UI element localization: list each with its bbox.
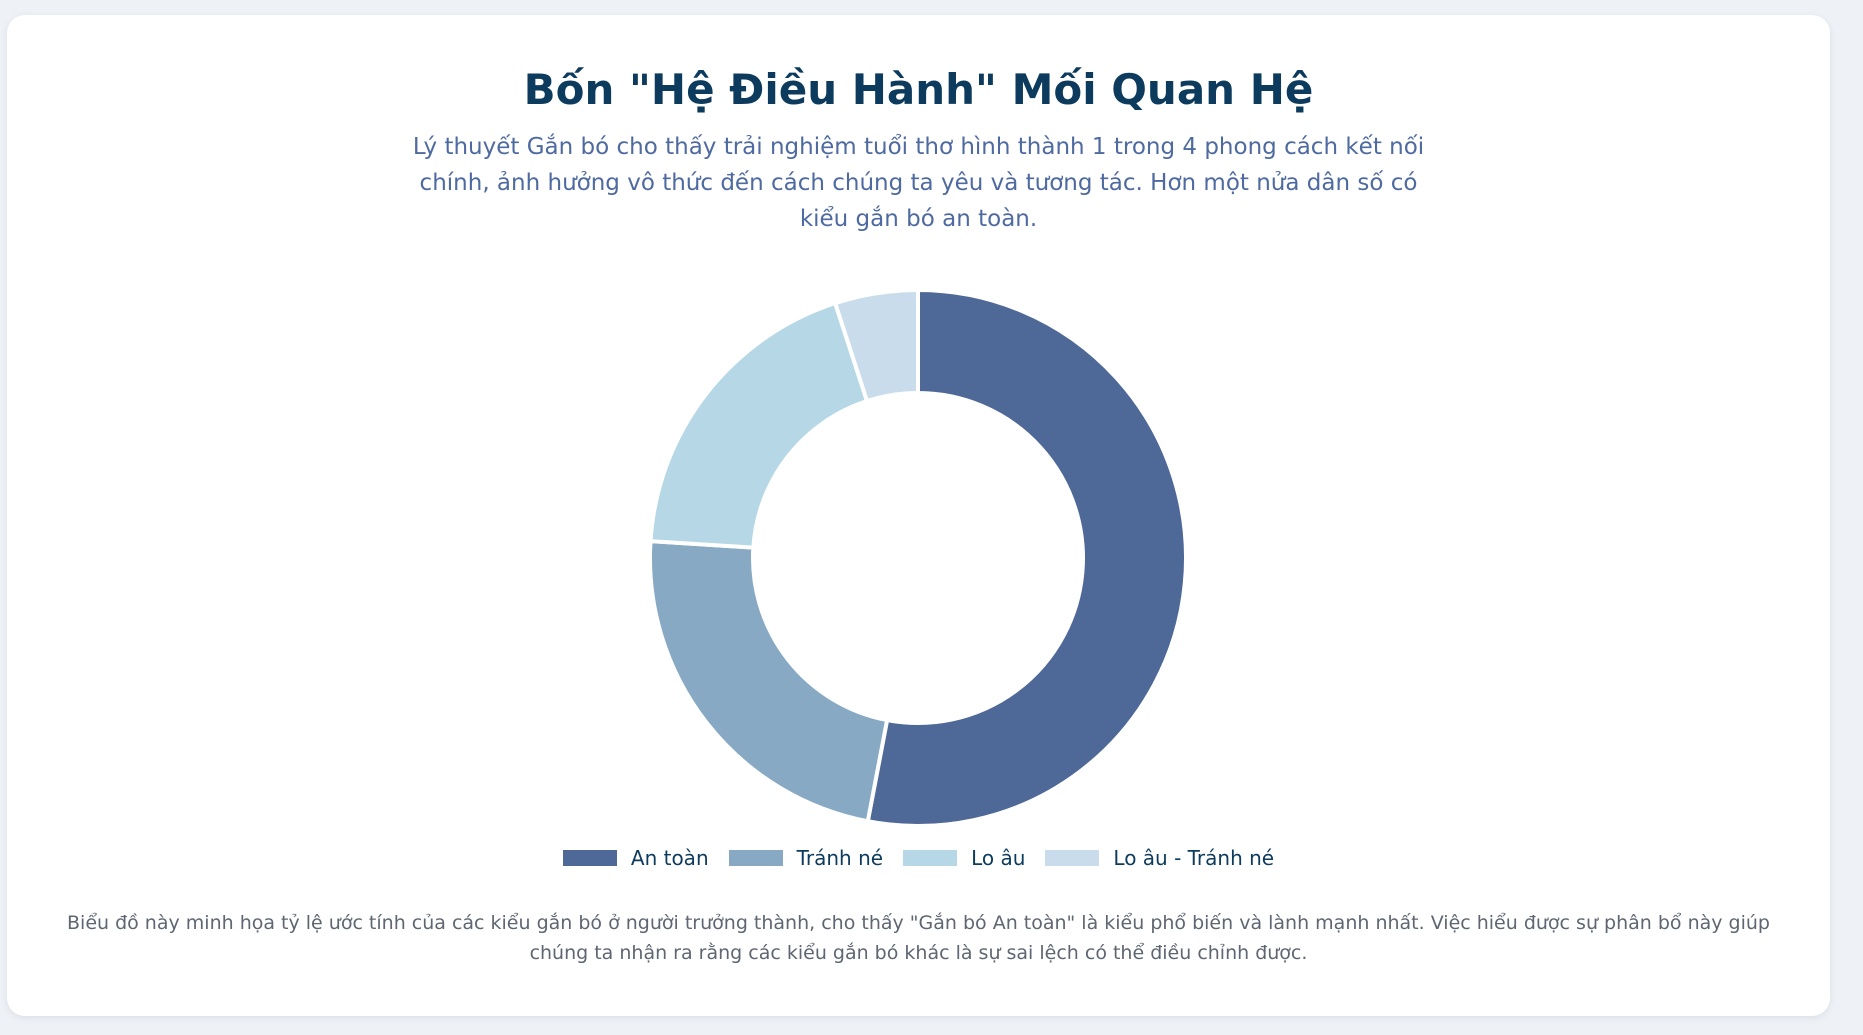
- legend-swatch: [1045, 850, 1100, 866]
- legend-label: Lo âu - Tránh né: [1113, 846, 1275, 870]
- donut-segment: [865, 287, 1188, 828]
- legend-item[interactable]: An toàn: [562, 846, 709, 870]
- legend-label: An toàn: [630, 846, 709, 870]
- legend-item[interactable]: Tránh né: [728, 846, 884, 870]
- legend: An toàn Tránh né Lo âu Lo âu - Tránh né: [7, 846, 1830, 870]
- chart: [648, 287, 1188, 828]
- legend-label: Tránh né: [796, 846, 884, 870]
- donut-segment: [648, 300, 870, 550]
- donut-segment: [832, 287, 920, 404]
- legend-item[interactable]: Lo âu: [903, 846, 1025, 870]
- chart-subtitle: Lý thuyết Gắn bó cho thấy trải nghiệm tu…: [412, 134, 1425, 232]
- description: Biểu đồ này minh họa tỷ lệ ước tính của …: [67, 912, 1770, 964]
- card: Bốn "Hệ Điều Hành" Mối Quan Hệ Lý thuyết…: [7, 15, 1830, 1016]
- legend-swatch: [562, 850, 617, 866]
- legend-swatch: [903, 850, 958, 866]
- legend-swatch: [728, 850, 783, 866]
- donut-segment: [648, 539, 890, 824]
- legend-label: Lo âu: [971, 846, 1026, 870]
- legend-item[interactable]: Lo âu - Tránh né: [1045, 846, 1274, 870]
- chart-title: Bốn "Hệ Điều Hành" Mối Quan Hệ: [523, 65, 1314, 114]
